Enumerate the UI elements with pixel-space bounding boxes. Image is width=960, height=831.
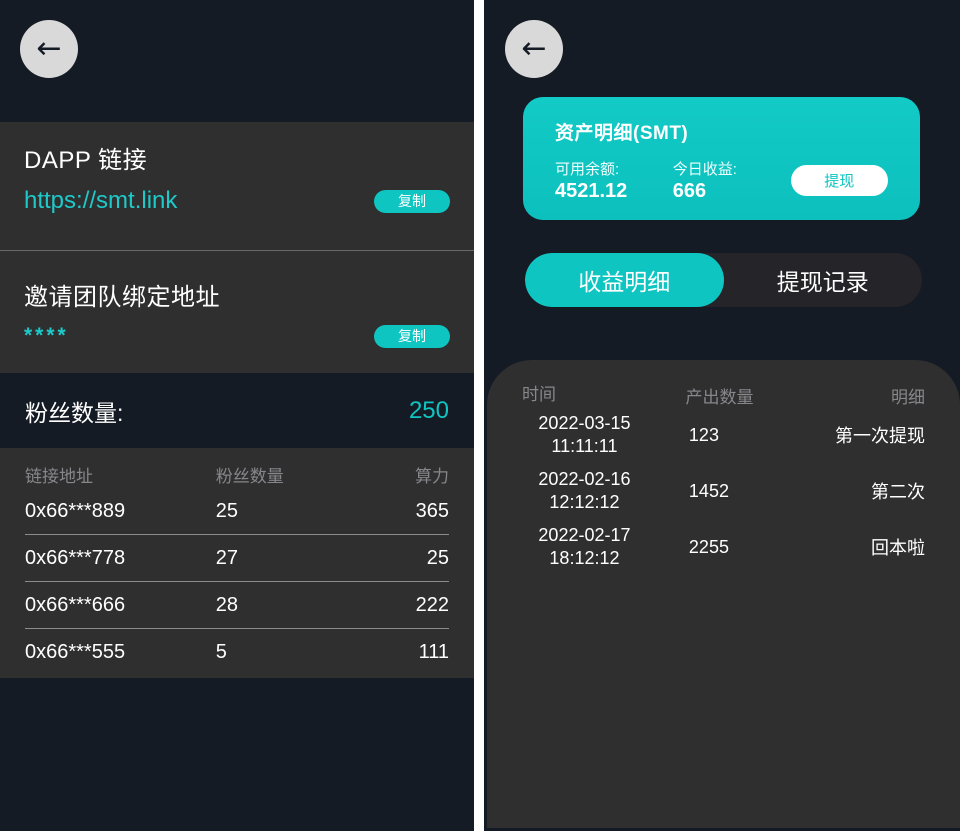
- back-arrow-icon: ←: [521, 31, 547, 66]
- cell-power: 111: [418, 641, 449, 663]
- records-tabs: 收益明细 提现记录: [525, 253, 922, 307]
- copy-invite-address-button[interactable]: 复制: [374, 324, 450, 348]
- back-arrow-icon: ←: [36, 31, 62, 66]
- today-income-value: 666: [672, 180, 707, 202]
- back-button[interactable]: ←: [505, 20, 563, 78]
- cell-amount: 123: [688, 424, 719, 445]
- cell-fans: 27: [215, 546, 239, 569]
- back-button[interactable]: ←: [20, 20, 78, 78]
- cell-power: 365: [415, 499, 449, 522]
- cell-address: 0x66***889: [25, 499, 126, 522]
- cell-fans: 25: [215, 499, 239, 522]
- table-row: 0x66***778 27 25: [25, 535, 449, 582]
- screens-gap: [474, 0, 484, 831]
- header-time: 时间: [522, 384, 556, 404]
- dapp-link-url: https://smt.link: [24, 187, 178, 214]
- cell-detail: 第一次提现: [835, 426, 925, 446]
- table-row: 2022-02-16 12:12:12 1452 第二次: [522, 463, 925, 519]
- table-row: 0x66***666 28 222: [25, 582, 449, 629]
- today-income-label: 今日收益:: [672, 161, 737, 178]
- available-balance-value: 4521.12: [555, 180, 628, 202]
- cell-amount: 1452: [688, 480, 729, 501]
- today-income-stat: 今日收益: 666: [673, 158, 791, 203]
- header-output-amount: 产出数量: [685, 387, 754, 407]
- header-detail: 明细: [891, 387, 925, 407]
- table-row: 0x66***555 5 111: [25, 629, 449, 676]
- invite-address-title: 邀请团队绑定地址: [24, 284, 220, 311]
- available-balance-label: 可用余额:: [555, 161, 620, 178]
- asset-summary-card: 资产明细(SMT) 可用余额: 4521.12 今日收益: 666 提现: [523, 97, 920, 220]
- dapp-link-section: DAPP 链接 https://smt.link 复制: [0, 122, 474, 251]
- cell-power: 25: [426, 546, 449, 569]
- fans-count-value: 250: [408, 396, 449, 424]
- table-row: 0x66***889 25 365: [25, 488, 449, 535]
- screen-invite-team: ← DAPP 链接 https://smt.link 复制 邀请团队绑定地址 *…: [0, 0, 474, 831]
- cell-fans: 28: [215, 593, 239, 616]
- cell-address: 0x66***555: [25, 641, 126, 663]
- fans-table: 链接地址 粉丝数量 算力 0x66***889 25 365 0x66***77…: [0, 448, 474, 678]
- invite-address-section: 邀请团队绑定地址 **** 复制: [0, 251, 474, 373]
- fans-count-label: 粉丝数量:: [25, 399, 124, 426]
- cell-address: 0x66***666: [25, 593, 126, 616]
- invite-address-masked: ****: [24, 324, 69, 347]
- cell-detail: 第二次: [871, 482, 925, 502]
- cell-power: 222: [415, 593, 449, 616]
- table-row: 2022-03-15 11:11:11 123 第一次提现: [522, 407, 925, 463]
- income-records-table: 时间 产出数量 明细 2022-03-15 11:11:11 123 第一次提现 …: [487, 360, 960, 828]
- cell-detail: 回本啦: [871, 538, 925, 558]
- screen-asset-detail: ← 资产明细(SMT) 可用余额: 4521.12 今日收益: 666 提现 收…: [484, 0, 960, 831]
- cell-amount: 2255: [688, 536, 729, 557]
- tab-income-detail[interactable]: 收益明细: [525, 253, 724, 307]
- cell-time: 2022-03-15 11:11:11: [538, 412, 631, 456]
- cell-time: 2022-02-16 12:12:12: [538, 468, 631, 512]
- copy-dapp-link-button[interactable]: 复制: [374, 189, 450, 213]
- header-link-address: 链接地址: [25, 466, 93, 486]
- header-fans-count: 粉丝数量: [215, 466, 284, 486]
- available-balance-stat: 可用余额: 4521.12: [555, 158, 673, 203]
- asset-card-title: 资产明细(SMT): [555, 123, 689, 144]
- cell-address: 0x66***778: [25, 546, 126, 569]
- tab-withdraw-records[interactable]: 提现记录: [724, 253, 923, 307]
- fans-table-header: 链接地址 粉丝数量 算力: [25, 460, 449, 488]
- header-hashrate: 算力: [415, 466, 449, 486]
- left-header: ←: [0, 0, 474, 122]
- fans-count-band: 粉丝数量: 250: [0, 373, 474, 448]
- dapp-link-title: DAPP 链接: [24, 147, 148, 174]
- cell-time: 2022-02-17 18:12:12: [538, 524, 631, 568]
- table-row: 2022-02-17 18:12:12 2255 回本啦: [522, 519, 925, 575]
- cell-fans: 5: [215, 641, 227, 663]
- withdraw-button[interactable]: 提现: [790, 165, 888, 196]
- records-table-header: 时间 产出数量 明细: [522, 383, 925, 407]
